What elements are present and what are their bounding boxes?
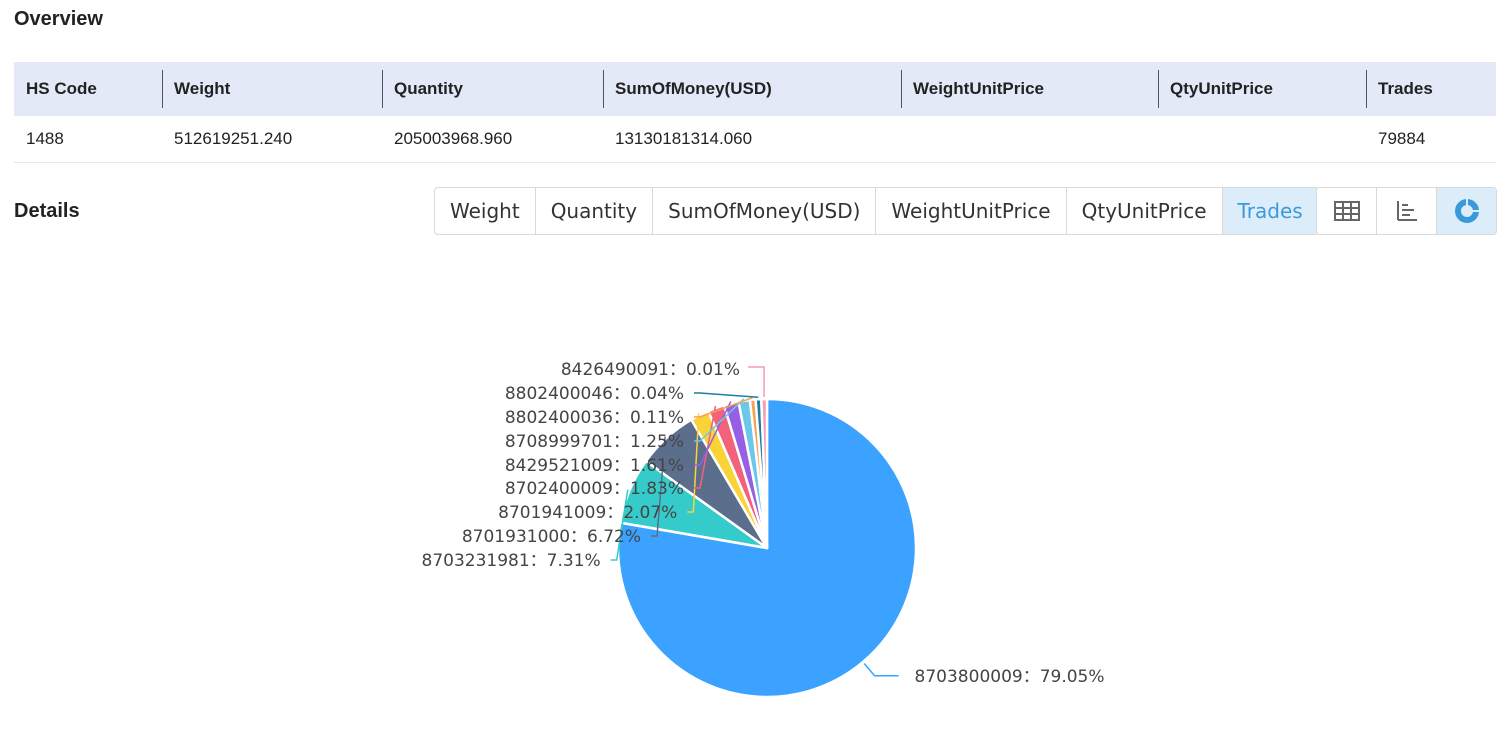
details-title: Details: [14, 200, 80, 222]
tab-weightunitprice[interactable]: WeightUnitPrice: [876, 188, 1067, 234]
bar-chart-icon: [1396, 201, 1417, 221]
pie-label-8802400036: 8802400036：0.11%: [505, 408, 684, 428]
table-icon: [1333, 201, 1360, 221]
pie-leader-8802400036: [694, 396, 753, 418]
tab-qtyunitprice[interactable]: QtyUnitPrice: [1067, 188, 1223, 234]
pie-label-8802400046: 8802400046：0.04%: [505, 384, 684, 404]
pie-chart-icon: [1454, 199, 1479, 223]
pie-leader-8429521009: [694, 401, 732, 466]
bar-view-button[interactable]: [1377, 188, 1437, 234]
pie-label-8703800009: 8703800009：79.05%: [915, 667, 1105, 687]
cell-quantity: 205003968.960: [382, 116, 603, 163]
pie-leader-8701931000: [651, 436, 666, 537]
pie-label-8703231981: 8703231981：7.31%: [422, 551, 601, 571]
pie-label-8701941009: 8701941009：2.07%: [498, 503, 677, 523]
pie-leader-8426490091: [748, 366, 765, 398]
column-header-hs-code[interactable]: HS Code: [14, 62, 162, 116]
pie-label-8708999701: 8708999701：1.25%: [505, 432, 684, 452]
column-header-quantity[interactable]: Quantity: [382, 62, 603, 116]
pie-leader-8702400009: [694, 405, 717, 489]
pie-view-button[interactable]: [1437, 188, 1496, 234]
table-row: 1488 512619251.240 205003968.960 1313018…: [14, 116, 1496, 163]
pie-labels: 8703800009：79.05% 8703231981：7.31% 8701931…: [422, 360, 1105, 687]
pie-leader-8701941009: [687, 413, 700, 513]
column-header-trades[interactable]: Trades: [1366, 62, 1496, 116]
metric-tabs: Weight Quantity SumOfMoney(USD) WeightUn…: [434, 187, 1319, 235]
pie-leader-8703800009: [863, 663, 899, 677]
pie-leader-lines: [610, 366, 899, 677]
pie-leader-8708999701: [694, 398, 745, 442]
column-header-weight[interactable]: Weight: [162, 62, 382, 116]
tab-trades[interactable]: Trades: [1222, 188, 1318, 234]
view-toggle: [1316, 187, 1497, 235]
column-header-weightunitprice[interactable]: WeightUnitPrice: [901, 62, 1158, 116]
cell-sumofmoney: 13130181314.060: [603, 116, 901, 163]
pie-chart: 8703800009：79.05% 8703231981：7.31% 8701931…: [422, 360, 1105, 699]
overview-table: HS Code Weight Quantity SumOfMoney(USD) …: [14, 62, 1496, 163]
table-view-button[interactable]: [1317, 188, 1377, 234]
cell-qtyunitprice: [1158, 116, 1366, 163]
tab-sumofmoney[interactable]: SumOfMoney(USD): [653, 188, 877, 234]
cell-weightunitprice: [901, 116, 1158, 163]
tab-weight[interactable]: Weight: [435, 188, 536, 234]
overview-header-row: HS Code Weight Quantity SumOfMoney(USD) …: [14, 62, 1496, 116]
pie-leader-8802400046: [694, 392, 759, 398]
pie-label-8702400009: 8702400009：1.83%: [505, 479, 684, 499]
pie-label-8426490091: 8426490091：0.01%: [561, 360, 740, 380]
cell-trades: 79884: [1366, 116, 1496, 163]
overview-title: Overview: [14, 8, 103, 30]
pie-slice-8426490091[interactable]: [760, 397, 769, 550]
pie-slices: [616, 397, 918, 699]
tab-quantity[interactable]: Quantity: [536, 188, 654, 234]
column-header-sumofmoney[interactable]: SumOfMoney(USD): [603, 62, 901, 116]
pie-label-8701931000: 8701931000：6.72%: [462, 527, 641, 547]
column-header-qtyunitprice[interactable]: QtyUnitPrice: [1158, 62, 1366, 116]
pie-label-8429521009: 8429521009：1.61%: [505, 456, 684, 476]
pie-leader-8703231981: [610, 489, 629, 561]
cell-weight: 512619251.240: [162, 116, 382, 163]
cell-hs-code: 1488: [14, 116, 162, 163]
